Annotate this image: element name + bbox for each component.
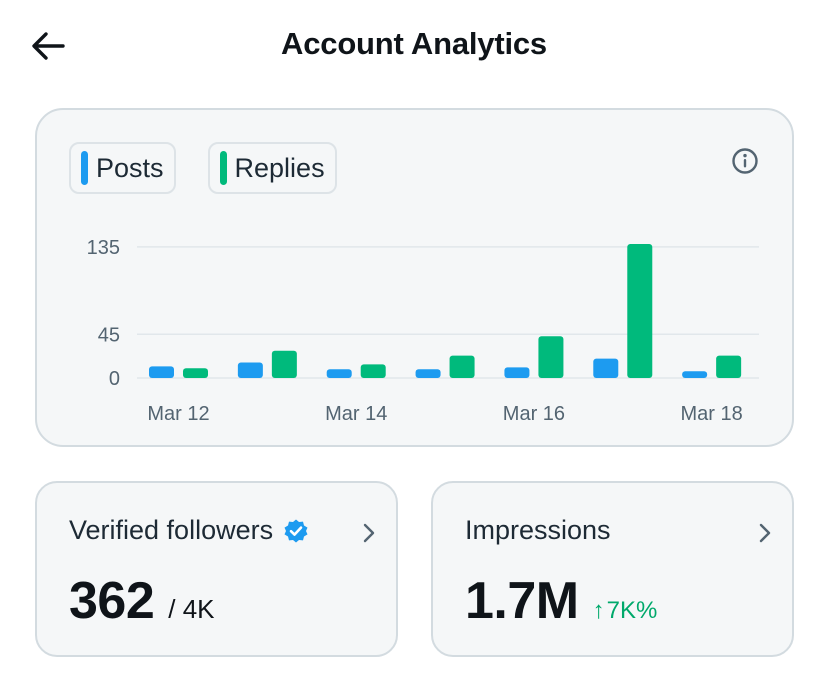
- bar-replies-mar-15: [449, 355, 475, 378]
- impressions-label: Impressions: [465, 515, 611, 545]
- bar-posts-mar-15: [415, 369, 441, 378]
- legend-posts[interactable]: Posts: [69, 142, 176, 194]
- y-tick-label: 0: [109, 368, 120, 390]
- bar-replies-mar-12: [183, 368, 208, 378]
- impressions-delta: ↑ 7K%: [593, 597, 658, 625]
- bar-replies-mar-14: [360, 364, 386, 378]
- bar-posts-mar-14: [326, 369, 352, 378]
- chart-card: 0 45 135 Mar 12 Mar 14 Mar 16 Mar 18 Posts Rep…: [35, 108, 794, 447]
- y-tick-label: 45: [98, 324, 120, 346]
- legend-posts-label: Posts: [96, 152, 164, 183]
- arrow-left-icon: [32, 32, 65, 60]
- legend-replies-label: Replies: [234, 152, 325, 183]
- impressions-value: 1.7M ↑ 7K%: [465, 571, 657, 631]
- verified-followers-card[interactable]: Verified followers 362 / 4K: [35, 481, 398, 657]
- chart-legend: Posts Replies: [69, 142, 337, 194]
- x-tick-label: Mar 14: [325, 403, 387, 425]
- x-tick-label: Mar 12: [147, 403, 209, 425]
- impressions-card[interactable]: Impressions 1.7M ↑ 7K%: [431, 481, 794, 657]
- y-tick-label: 135: [87, 237, 120, 259]
- header: Account Analytics: [0, 0, 828, 90]
- bar-chart: 0 45 135 Mar 12 Mar 14 Mar 16 Mar 18: [87, 237, 759, 425]
- bar-posts-mar-13: [237, 362, 263, 378]
- impressions-count: 1.7M: [465, 572, 579, 630]
- bar-posts-mar-16: [504, 367, 530, 378]
- page-title: Account Analytics: [281, 26, 547, 61]
- impressions-delta-value: 7K%: [606, 597, 658, 624]
- info-button[interactable]: [730, 146, 760, 176]
- verified-badge-icon: [284, 519, 308, 542]
- bar-replies-mar-16: [538, 336, 564, 378]
- chevron-right-icon: [363, 523, 375, 543]
- back-button[interactable]: [26, 24, 70, 68]
- replies-swatch: [219, 151, 227, 185]
- followers-total: / 4K: [168, 594, 215, 624]
- bar-replies-mar-13: [271, 350, 297, 378]
- bar-replies-mar-18: [716, 355, 742, 378]
- bar-replies-mar-17: [627, 243, 653, 378]
- x-tick-label: Mar 18: [681, 403, 743, 425]
- verified-followers-value: 362 / 4K: [69, 571, 215, 631]
- chevron-right-icon: [759, 523, 771, 543]
- arrow-up-icon: ↑: [592, 597, 605, 624]
- legend-replies[interactable]: Replies: [207, 142, 337, 194]
- bar-posts-mar-12: [149, 366, 174, 378]
- bar-posts-mar-18: [682, 371, 708, 378]
- posts-swatch: [81, 151, 88, 185]
- followers-count: 362: [69, 572, 155, 630]
- x-tick-label: Mar 16: [503, 403, 565, 425]
- verified-followers-label: Verified followers: [69, 515, 309, 546]
- bar-posts-mar-17: [593, 358, 619, 378]
- info-icon: [732, 148, 758, 174]
